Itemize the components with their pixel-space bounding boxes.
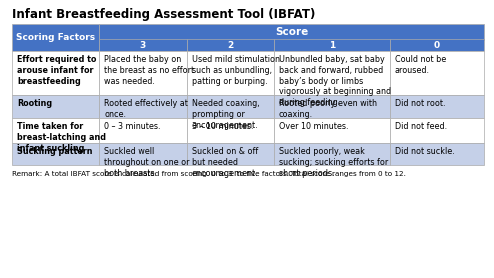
Text: Remark: A total IBFAT score is calculated from scoring  0 to 3  to five factors.: Remark: A total IBFAT score is calculate…	[12, 171, 406, 177]
Text: Time taken for
breast-latching and
infant suckling: Time taken for breast-latching and infan…	[17, 122, 106, 153]
Text: Unbundled baby, sat baby
back and forward, rubbed
baby’s body or limbs
vigorousl: Unbundled baby, sat baby back and forwar…	[279, 55, 391, 107]
Bar	[99, 39, 187, 51]
Bar	[99, 143, 187, 165]
Text: Rooted effectively at
once.: Rooted effectively at once.	[104, 99, 188, 119]
Bar	[99, 24, 484, 39]
Bar	[12, 51, 99, 95]
Bar	[390, 95, 484, 118]
Bar	[187, 118, 274, 143]
Bar	[12, 118, 99, 143]
Text: Over 10 minutes.: Over 10 minutes.	[279, 122, 348, 131]
Text: Effort required to
arouse infant for
breastfeeding: Effort required to arouse infant for bre…	[17, 55, 96, 86]
Bar	[187, 95, 274, 118]
Bar	[99, 51, 187, 95]
Text: Could not be
aroused.: Could not be aroused.	[395, 55, 446, 75]
Text: 3: 3	[140, 41, 146, 50]
Bar	[274, 95, 390, 118]
Text: Suckled well
throughout on one or
both breasts.: Suckled well throughout on one or both b…	[104, 147, 190, 177]
Bar	[390, 118, 484, 143]
Text: Rooted poorly even with
coaxing.: Rooted poorly even with coaxing.	[279, 99, 377, 119]
Text: Rooting: Rooting	[17, 99, 52, 108]
Text: Did not suckle.: Did not suckle.	[395, 147, 454, 156]
Bar	[390, 51, 484, 95]
Bar	[12, 95, 99, 118]
Text: Used mild stimulation
such as unbundling,
patting or burping.: Used mild stimulation such as unbundling…	[192, 55, 280, 86]
Text: Placed the baby on
the breast as no effort
was needed.: Placed the baby on the breast as no effo…	[104, 55, 195, 86]
Bar	[12, 143, 99, 165]
Bar	[274, 143, 390, 165]
Text: Suckling pattern: Suckling pattern	[17, 147, 92, 156]
Text: 3 – 10 minutes.: 3 – 10 minutes.	[192, 122, 253, 131]
Text: Suckled on & off
but needed
encouragement.: Suckled on & off but needed encouragemen…	[192, 147, 258, 177]
Bar	[274, 39, 390, 51]
Bar	[187, 143, 274, 165]
Text: Infant Breastfeeding Assessment Tool (IBFAT): Infant Breastfeeding Assessment Tool (IB…	[12, 8, 315, 21]
Bar	[99, 95, 187, 118]
Text: Scoring Factors: Scoring Factors	[16, 33, 95, 42]
Bar	[99, 118, 187, 143]
Bar	[187, 39, 274, 51]
Bar	[390, 39, 484, 51]
Bar	[390, 143, 484, 165]
Text: 1: 1	[329, 41, 335, 50]
Text: Score: Score	[275, 27, 308, 37]
Text: Suckled poorly, weak
sucking; sucking efforts for
short periods.: Suckled poorly, weak sucking; sucking ef…	[279, 147, 388, 177]
Bar	[12, 24, 99, 51]
Bar	[274, 118, 390, 143]
Text: Needed coaxing,
prompting or
encouragement.: Needed coaxing, prompting or encourageme…	[192, 99, 259, 130]
Bar	[187, 51, 274, 95]
Text: 0: 0	[434, 41, 440, 50]
Text: 2: 2	[227, 41, 234, 50]
Text: Did not root.: Did not root.	[395, 99, 445, 108]
Text: Did not feed.: Did not feed.	[395, 122, 447, 131]
Text: 0 – 3 minutes.: 0 – 3 minutes.	[104, 122, 161, 131]
Bar	[274, 51, 390, 95]
